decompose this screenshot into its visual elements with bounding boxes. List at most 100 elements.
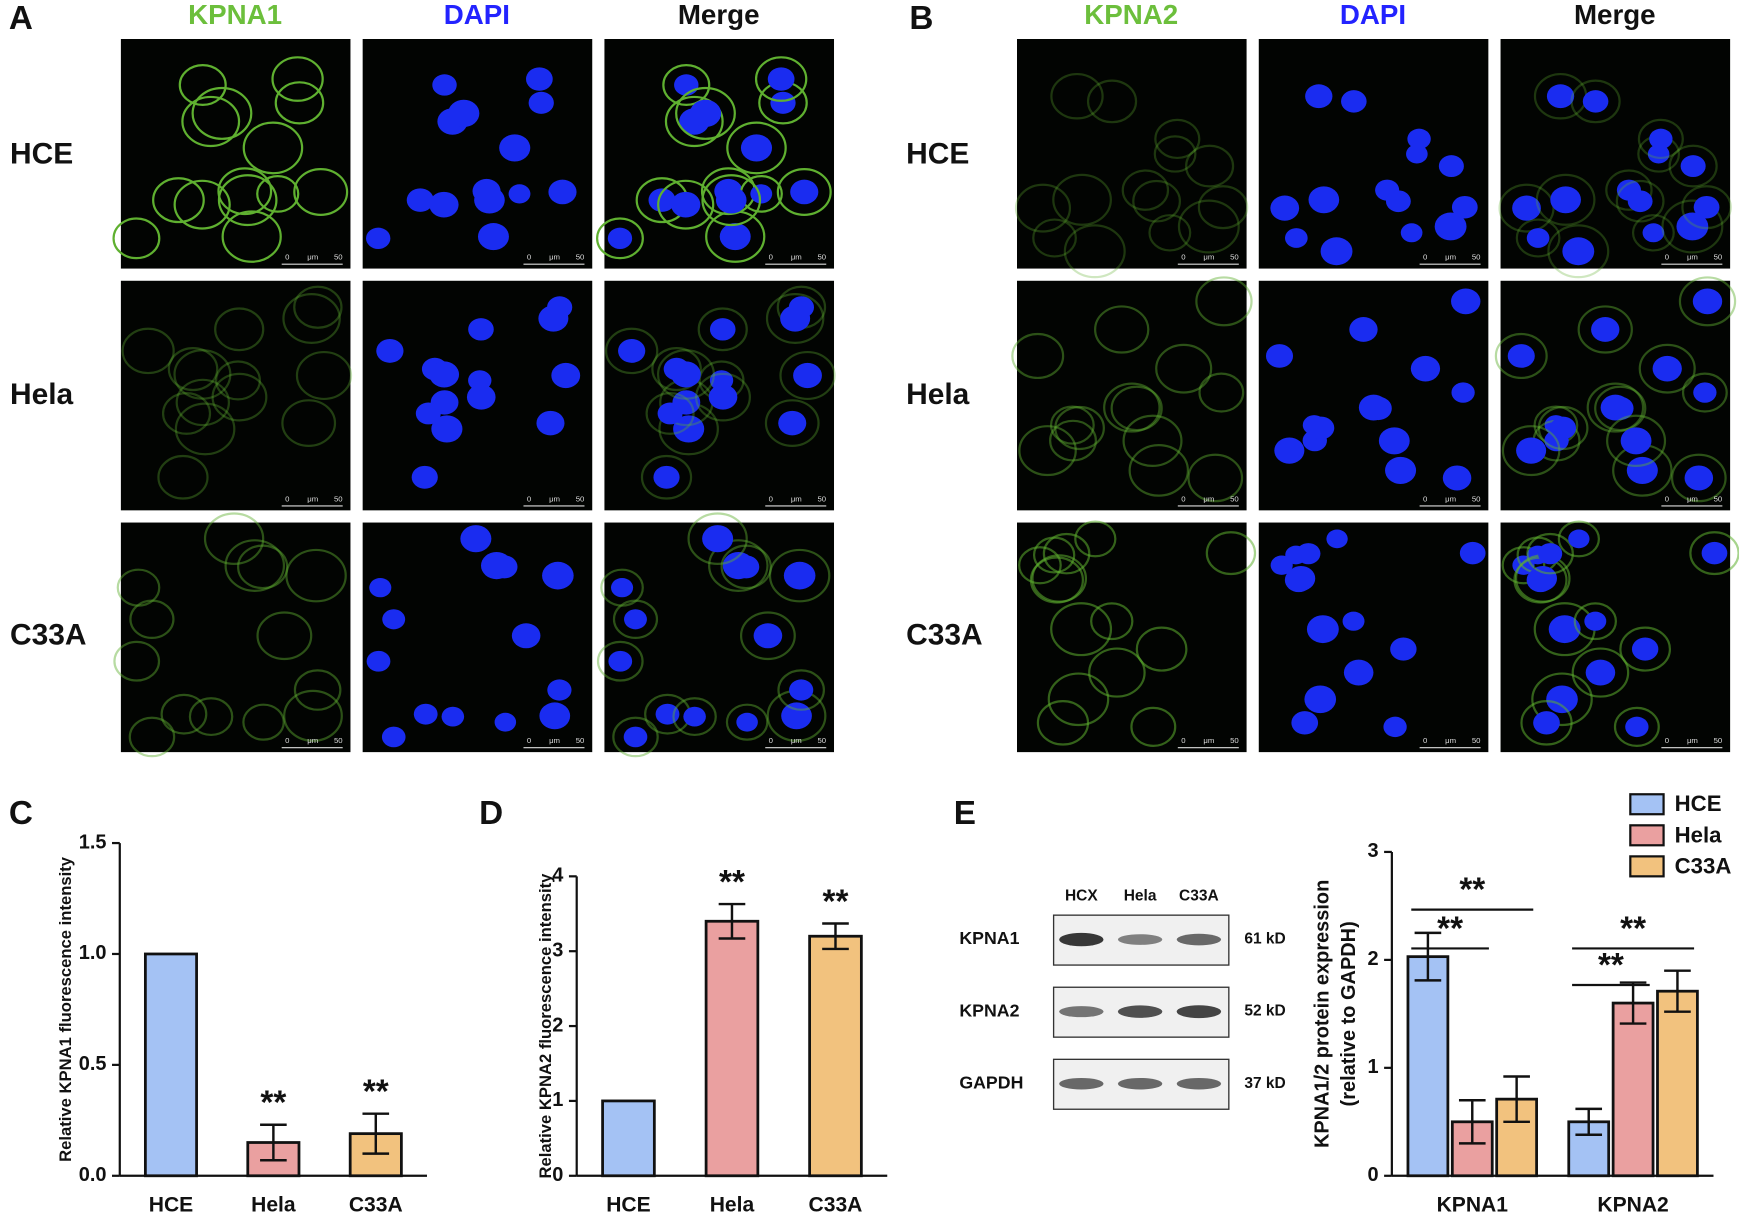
nucleus [511, 623, 541, 649]
nucleus [539, 702, 571, 730]
cell [282, 292, 341, 344]
scale-label: μm [549, 494, 560, 503]
y-tick-label: 1.5 [79, 831, 107, 853]
nucleus [1533, 711, 1560, 735]
y-tick-label: 3 [1367, 840, 1378, 862]
nucleus [1652, 355, 1682, 382]
cell [1042, 532, 1091, 575]
nucleus [499, 134, 531, 162]
nucleus [789, 679, 814, 701]
micrograph: 0 μm 50 [1258, 522, 1489, 753]
cell [720, 544, 772, 590]
cell [1205, 531, 1257, 576]
scale-label: 0 [1181, 494, 1185, 503]
cell [651, 346, 702, 392]
nucleus [1442, 465, 1472, 491]
significance: ** [1437, 910, 1463, 947]
cell [174, 402, 236, 456]
nucleus [722, 551, 754, 580]
nucleus [607, 227, 633, 250]
cell [281, 399, 337, 447]
cell [1661, 199, 1724, 254]
nucleus [624, 609, 647, 630]
nucleus [480, 551, 513, 580]
cell [1049, 405, 1095, 445]
cell [1135, 626, 1188, 672]
scale-label: 0 [527, 494, 531, 503]
cell [1122, 414, 1183, 468]
nucleus [1591, 317, 1620, 342]
cell [152, 177, 205, 224]
cell [295, 350, 353, 401]
scale-label: 0 [285, 253, 289, 262]
cell [1494, 332, 1548, 380]
cell [203, 512, 265, 565]
nucleus [1701, 541, 1728, 565]
micrograph: 0 μm 50 [1498, 38, 1732, 279]
bar [704, 919, 760, 1178]
cell [612, 599, 659, 640]
nucleus [381, 726, 406, 748]
bar [143, 952, 198, 1178]
micrograph-bg [362, 38, 593, 269]
nucleus [1265, 344, 1294, 368]
cell [1074, 520, 1117, 558]
cell [1054, 405, 1105, 451]
cell [1047, 672, 1110, 727]
nucleus [1305, 84, 1333, 109]
cell [656, 349, 715, 400]
micrograph: 0 μm 50 [362, 280, 593, 511]
column-header: Merge [678, 0, 760, 30]
nucleus [1320, 237, 1353, 266]
cell [161, 392, 212, 435]
cell [1050, 602, 1113, 657]
scale-label: 0 [1423, 253, 1427, 262]
nucleus [1343, 659, 1374, 686]
cell [1198, 372, 1245, 413]
nucleus [1625, 716, 1649, 738]
cell [129, 599, 175, 640]
nucleus [1304, 685, 1337, 714]
nucleus [671, 191, 701, 218]
cell [271, 56, 324, 102]
cell [1154, 118, 1201, 160]
nucleus [1438, 155, 1464, 178]
cell [596, 640, 644, 682]
cell [1547, 224, 1610, 279]
y-tick-label: 1.0 [79, 942, 107, 964]
scale-label: μm [1445, 736, 1456, 745]
nucleus [1390, 637, 1417, 661]
blot-band [1059, 932, 1104, 947]
column-header: DAPI [1340, 0, 1406, 30]
scale-label: 50 [1714, 736, 1723, 745]
micrograph: 0 μm 50 [1500, 520, 1739, 753]
nucleus [1584, 611, 1607, 631]
row-label: HCE [906, 137, 969, 170]
scale-label: 50 [1472, 253, 1481, 262]
nucleus [611, 577, 634, 598]
cell [1577, 305, 1633, 354]
cell [1029, 556, 1085, 604]
cell [1177, 199, 1240, 254]
cell [214, 307, 265, 352]
nucleus [1451, 382, 1475, 403]
bar [1656, 989, 1699, 1178]
micrograph: 0 μm 50 [113, 512, 351, 758]
scale-label: 0 [1423, 494, 1427, 503]
cell [1615, 179, 1665, 223]
micrograph: 0 μm 50 [362, 38, 593, 269]
nucleus [1291, 711, 1319, 735]
legend-label: C33A [1675, 853, 1732, 878]
scale-label: 50 [334, 494, 343, 503]
scale-label: 0 [527, 736, 531, 745]
micrograph-bg [120, 38, 351, 269]
cell [181, 95, 241, 148]
cell [1606, 414, 1667, 468]
scale-label: μm [549, 736, 560, 745]
nucleus [1631, 637, 1659, 661]
nucleus [1647, 144, 1670, 164]
cell [1148, 214, 1192, 252]
nucleus [1546, 84, 1575, 109]
cell [112, 217, 161, 260]
blot-band [1117, 1005, 1163, 1018]
